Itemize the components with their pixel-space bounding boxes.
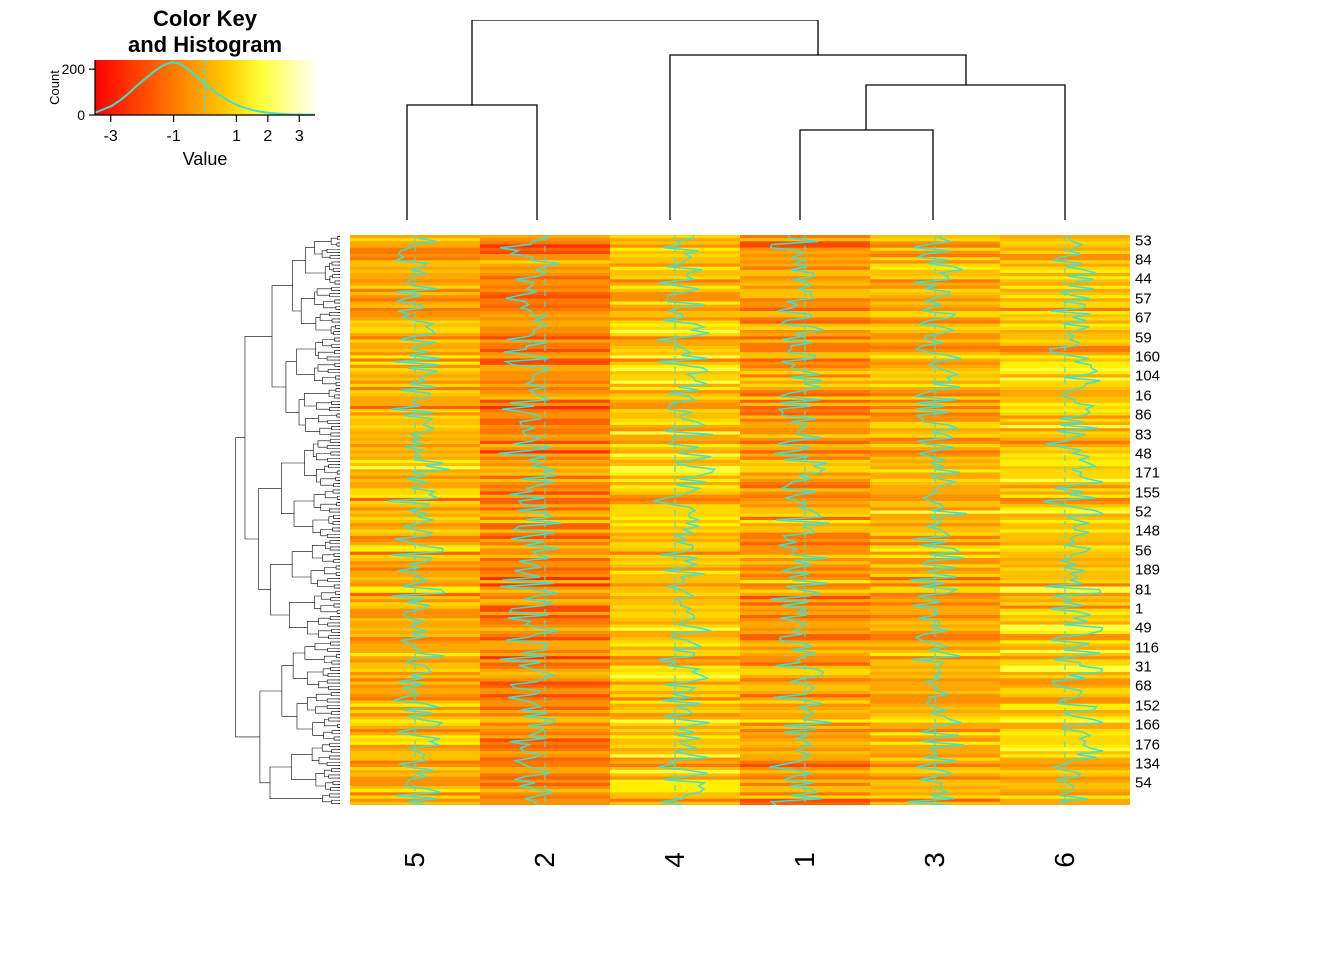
row-label: 189 [1135,562,1160,579]
row-label: 48 [1135,445,1152,462]
row-label: 152 [1135,697,1160,714]
column-dendrogram [350,20,1130,220]
column-label: 2 [529,852,561,868]
row-label: 86 [1135,407,1152,424]
row-label: 1 [1135,600,1143,617]
colorkey-ytick: 200 [62,61,86,77]
row-label: 104 [1135,368,1160,385]
row-label: 160 [1135,348,1160,365]
row-dendrogram [5,235,340,805]
row-label: 116 [1135,639,1159,656]
row-label: 49 [1135,620,1152,637]
row-label: 31 [1135,659,1152,676]
row-label: 52 [1135,504,1152,521]
row-label: 57 [1135,290,1152,307]
heatmap-figure: Color Keyand Histogram-3-1123Value0200Co… [0,0,1344,960]
column-label: 5 [399,852,431,868]
colorkey-xtick: 2 [263,128,272,145]
colorkey-xtick: 3 [295,128,304,145]
colorkey-title-line1: Color Key [153,6,257,31]
row-label: 171 [1135,465,1160,482]
row-label: 166 [1135,717,1160,734]
row-label: 81 [1135,581,1152,598]
colorkey-xtick: -1 [166,128,180,145]
row-label: 53 [1135,232,1152,249]
heatmap-matrix [350,235,1130,805]
row-label: 54 [1135,775,1152,792]
colorkey-xlabel: Value [183,149,228,169]
colorkey-xtick: 1 [232,128,241,145]
row-label: 16 [1135,387,1152,404]
row-label: 44 [1135,271,1152,288]
column-label: 1 [789,852,821,868]
row-label: 67 [1135,310,1152,327]
row-label: 148 [1135,523,1160,540]
row-label: 134 [1135,755,1160,772]
row-label: 84 [1135,252,1152,269]
row-label: 176 [1135,736,1160,753]
colorkey-ylabel: Count [47,70,62,105]
column-label: 6 [1049,852,1081,868]
column-label: 4 [659,852,691,868]
row-label: 59 [1135,329,1152,346]
colorkey-xtick: -3 [104,128,118,145]
row-label: 56 [1135,542,1152,559]
row-label: 83 [1135,426,1152,443]
row-label: 155 [1135,484,1160,501]
colorkey-svg: -3 -1 1 2 3 Value 0 200Count [45,50,335,195]
colorkey-ytick: 0 [77,107,85,123]
column-label: 3 [919,852,951,868]
row-label: 68 [1135,678,1152,695]
